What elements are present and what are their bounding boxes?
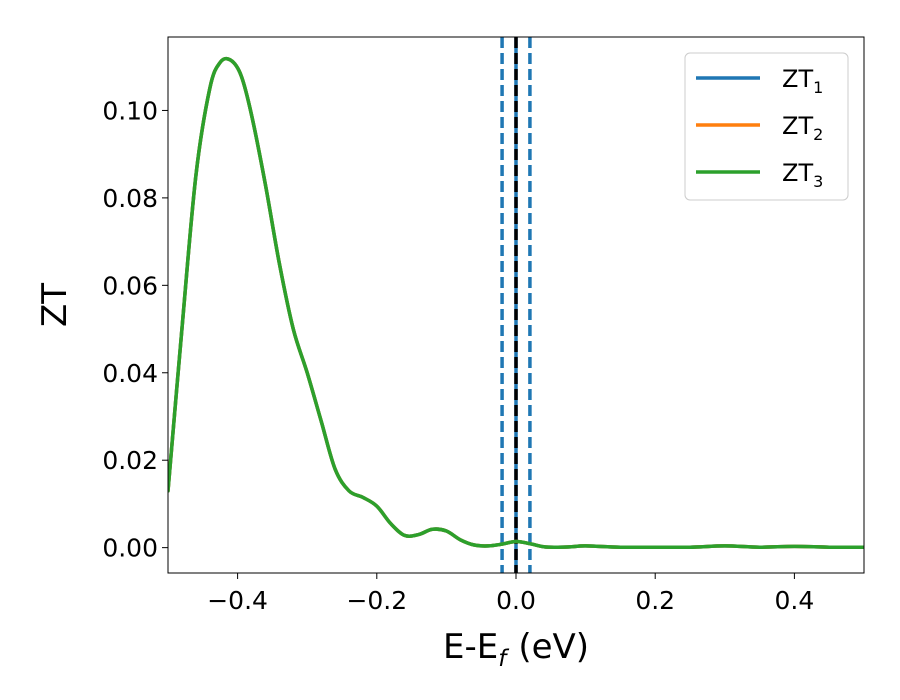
legend-label-main: ZT <box>782 159 813 187</box>
legend-label-subscript: 2 <box>813 125 823 144</box>
legend-label-zt3: ZT3 <box>782 159 823 191</box>
legend-label-zt2: ZT2 <box>782 112 823 144</box>
legend-label-main: ZT <box>782 112 813 140</box>
x-tick-label: −0.4 <box>207 586 268 615</box>
y-tick-label: 0.00 <box>102 534 158 563</box>
x-axis-label-subscript: f <box>498 646 509 672</box>
legend-label-subscript: 3 <box>813 172 823 191</box>
y-tick-label: 0.08 <box>102 184 158 213</box>
x-axis: −0.4 −0.2 0.0 0.2 0.4 <box>207 573 814 615</box>
y-tick-label: 0.04 <box>102 359 158 388</box>
y-tick-label: 0.06 <box>102 271 158 300</box>
y-tick-label: 0.02 <box>102 446 158 475</box>
y-axis-label: ZT <box>35 283 75 327</box>
legend-label-subscript: 1 <box>813 78 823 97</box>
x-axis-label-main: E-E <box>443 627 498 667</box>
legend-frame <box>684 52 849 201</box>
y-axis: 0.00 0.02 0.04 0.06 0.08 0.10 <box>102 96 168 563</box>
x-axis-label: E-Ef (eV) <box>443 627 589 672</box>
x-tick-label: −0.2 <box>346 586 407 615</box>
legend-label-zt1: ZT1 <box>782 65 823 97</box>
y-tick-label: 0.10 <box>102 96 158 125</box>
x-tick-label: 0.4 <box>775 586 815 615</box>
reference-lines <box>500 37 532 573</box>
x-tick-label: 0.2 <box>635 586 675 615</box>
series-line-zt3 <box>168 56 864 550</box>
x-axis-label-unit: (eV) <box>518 627 589 667</box>
series-layer <box>168 56 864 550</box>
legend-label-main: ZT <box>782 65 813 93</box>
x-tick-label: 0.0 <box>496 586 536 615</box>
